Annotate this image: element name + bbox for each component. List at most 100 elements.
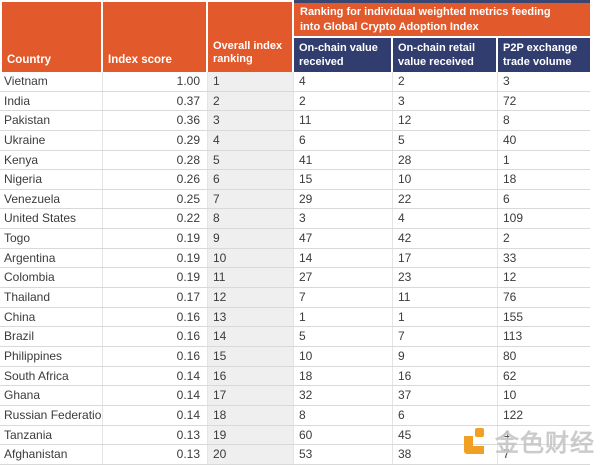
cell-on-chain-retail-value-received: 6	[393, 405, 498, 425]
cell-index-score: 0.19	[103, 268, 208, 288]
cell-on-chain-value-received: 6	[294, 130, 393, 150]
cell-index-score: 0.28	[103, 150, 208, 170]
cell-p2p-exchange-trade-volume: 10	[503, 388, 517, 403]
cell-on-chain-value-received: 41	[294, 150, 393, 170]
table-row: Russian Federation 0.14 18 8 6 122	[0, 405, 590, 426]
table-row: Ukraine 0.29 4 6 5 40	[0, 130, 590, 151]
table-row: China 0.16 13 1 1 155	[0, 307, 590, 328]
cell-country: Tanzania	[0, 425, 103, 445]
table-row: South Africa 0.14 16 18 16 62	[0, 366, 590, 387]
cell-country: Venezuela	[0, 189, 103, 209]
cell-country: Afghanistan	[0, 445, 103, 464]
cell-on-chain-retail-value-received: 2	[393, 72, 498, 91]
cell-country: Kenya	[0, 150, 103, 170]
table-row: Philippines 0.16 15 10 9 80	[0, 346, 590, 367]
cell-index-score: 0.14	[103, 405, 208, 425]
header-overall-index-ranking: Overall index ranking	[208, 0, 294, 72]
cell-on-chain-retail-value-received: 42	[393, 229, 498, 248]
table-row: Tanzania 0.13 19 60 45 4	[0, 425, 590, 446]
cell-country: Brazil	[0, 327, 103, 346]
cell-country: Nigeria	[0, 170, 103, 189]
cell-overall-index-ranking: 6	[208, 170, 294, 189]
cell-index-score: 0.13	[103, 445, 208, 464]
cell-on-chain-value-received: 11	[294, 111, 393, 130]
cell-on-chain-value-received: 4	[294, 72, 393, 91]
header-index-score: Index score	[103, 0, 208, 72]
table-row: Venezuela 0.25 7 29 22 6	[0, 189, 590, 210]
cell-p2p-exchange-trade-volume: 18	[503, 172, 517, 187]
table-row: United States 0.22 8 3 4 109	[0, 209, 590, 230]
table-row: Colombia 0.19 11 27 23 12	[0, 268, 590, 289]
metric-subheaders: On-chain value received On-chain retail va…	[294, 38, 590, 72]
cell-index-score: 1.00	[103, 72, 208, 91]
cell-overall-index-ranking: 4	[208, 130, 294, 150]
cell-on-chain-value-received: 7	[294, 288, 393, 307]
cell-on-chain-value-received: 27	[294, 268, 393, 288]
cell-p2p-exchange-trade-volume: 2	[503, 231, 510, 246]
weighted-metrics-banner: Ranking for individual weighted metrics …	[294, 0, 590, 38]
cell-country: Ukraine	[0, 130, 103, 150]
cell-country: Togo	[0, 229, 103, 248]
cell-index-score: 0.26	[103, 170, 208, 189]
table-row: Nigeria 0.26 6 15 10 18	[0, 170, 590, 190]
cell-country: United States	[0, 209, 103, 229]
cell-overall-index-ranking: 5	[208, 150, 294, 170]
cell-on-chain-retail-value-received: 23	[393, 268, 498, 288]
weighted-metrics-banner-label: Ranking for individual weighted metrics …	[300, 6, 551, 33]
cell-p2p-exchange-trade-volume: 62	[503, 368, 517, 383]
cell-p2p-exchange-trade-volume: 109	[503, 211, 524, 226]
cell-on-chain-retail-value-received: 1	[393, 307, 498, 327]
cell-index-score: 0.16	[103, 346, 208, 366]
weighted-metrics-header-group: Ranking for individual weighted metrics …	[294, 0, 590, 72]
cell-country: Argentina	[0, 248, 103, 268]
header-p2p-exchange-trade-volume-label: P2P exchange trade volume	[503, 41, 578, 68]
cell-index-score: 0.37	[103, 91, 208, 111]
cell-p2p-exchange-trade-volume: 3	[503, 74, 510, 88]
header-index-score-label: Index score	[108, 53, 172, 66]
cell-overall-index-ranking: 16	[208, 366, 294, 386]
header-country-label: Country	[7, 53, 52, 66]
table-header: Country Index score Overall index ranking…	[0, 0, 590, 72]
cell-on-chain-retail-value-received: 5	[393, 130, 498, 150]
cell-on-chain-retail-value-received: 45	[393, 425, 498, 445]
table-row: Afghanistan 0.13 20 53 38 7	[0, 445, 590, 465]
cell-country: Pakistan	[0, 111, 103, 130]
cell-country: Philippines	[0, 346, 103, 366]
cell-on-chain-value-received: 14	[294, 248, 393, 268]
cell-on-chain-value-received: 10	[294, 346, 393, 366]
header-country: Country	[0, 0, 103, 72]
cell-index-score: 0.13	[103, 425, 208, 445]
cell-overall-index-ranking: 12	[208, 288, 294, 307]
cell-p2p-exchange-trade-volume: 8	[503, 113, 510, 128]
cell-index-score: 0.25	[103, 189, 208, 209]
cell-overall-index-ranking: 2	[208, 91, 294, 111]
cell-on-chain-retail-value-received: 10	[393, 170, 498, 189]
table-row: Brazil 0.16 14 5 7 113	[0, 327, 590, 347]
table-row: Argentina 0.19 10 14 17 33	[0, 248, 590, 269]
table-row: Pakistan 0.36 3 11 12 8	[0, 111, 590, 131]
cell-overall-index-ranking: 14	[208, 327, 294, 346]
cell-index-score: 0.14	[103, 366, 208, 386]
cell-country: Thailand	[0, 288, 103, 307]
cell-on-chain-retail-value-received: 7	[393, 327, 498, 346]
cell-p2p-exchange-trade-volume: 155	[503, 309, 524, 324]
cell-overall-index-ranking: 1	[208, 72, 294, 91]
header-on-chain-value-received-label: On-chain value received	[299, 41, 378, 68]
cell-overall-index-ranking: 9	[208, 229, 294, 248]
cell-overall-index-ranking: 20	[208, 445, 294, 464]
cell-country: Colombia	[0, 268, 103, 288]
cell-on-chain-value-received: 29	[294, 189, 393, 209]
table-row: Ghana 0.14 17 32 37 10	[0, 386, 590, 406]
cell-index-score: 0.16	[103, 307, 208, 327]
cell-country: Ghana	[0, 386, 103, 405]
header-on-chain-retail-value-received: On-chain retail value received	[393, 38, 498, 72]
cell-overall-index-ranking: 10	[208, 248, 294, 268]
cell-on-chain-value-received: 15	[294, 170, 393, 189]
cell-on-chain-retail-value-received: 4	[393, 209, 498, 229]
cell-overall-index-ranking: 18	[208, 405, 294, 425]
cell-on-chain-value-received: 2	[294, 91, 393, 111]
cell-p2p-exchange-trade-volume: 1	[503, 152, 510, 167]
cell-overall-index-ranking: 7	[208, 189, 294, 209]
cell-p2p-exchange-trade-volume: 113	[503, 329, 523, 344]
cell-p2p-exchange-trade-volume: 122	[503, 407, 524, 422]
